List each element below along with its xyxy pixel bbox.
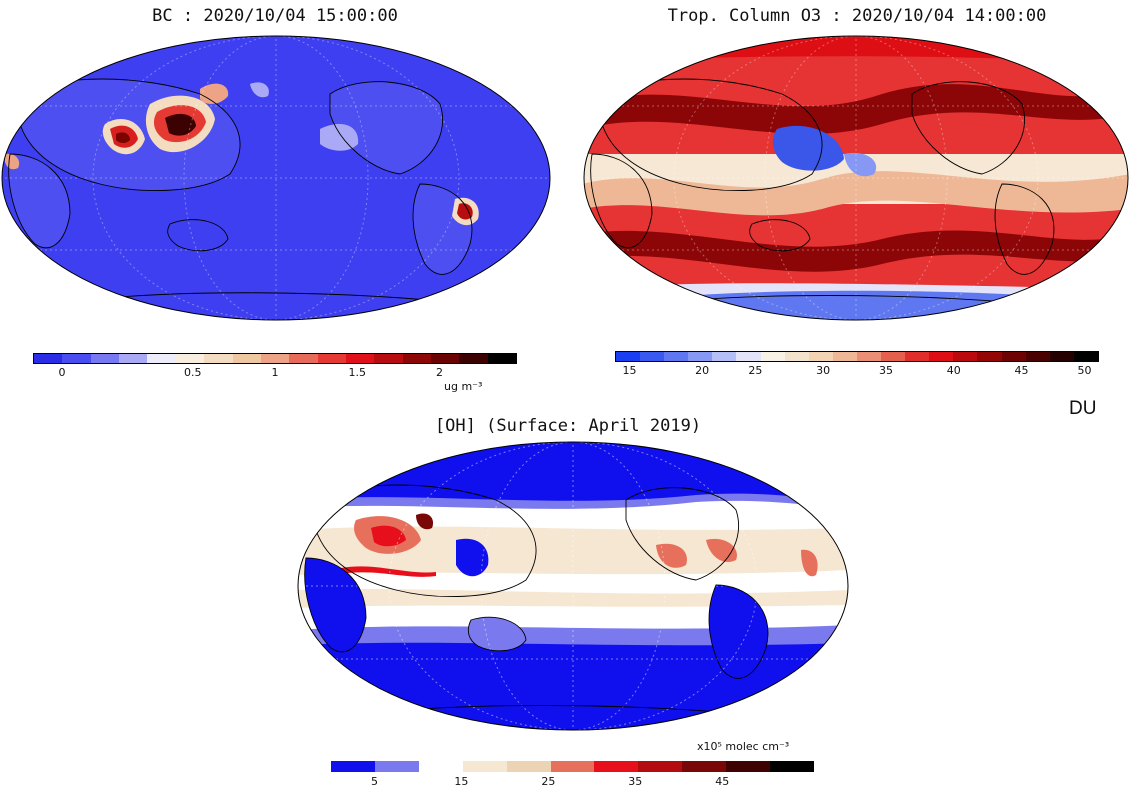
o3-colorbar-swatch xyxy=(905,352,930,361)
o3-colorbar-tick-label: 50 xyxy=(1077,364,1092,377)
o3-colorbar-tick-label: 40 xyxy=(946,364,961,377)
bc-colorbar-swatch xyxy=(345,354,375,363)
o3-colorbar-unit: DU xyxy=(1069,398,1097,419)
bc-colorbar-swatch xyxy=(431,354,460,363)
o3-colorbar-tick-labels: 15 20 25 30 35 40 45 50 xyxy=(615,364,1099,378)
o3-colorbar-tick-label: 35 xyxy=(879,364,894,377)
oh-colorbar-tick-labels: 5 15 25 35 45 xyxy=(331,775,814,789)
bc-colorbar-swatch xyxy=(487,354,517,363)
bc-colorbar-swatch xyxy=(34,354,63,363)
bc-colorbar-swatch xyxy=(90,354,120,363)
bc-colorbar-tick-label: 0 xyxy=(58,366,66,379)
oh-colorbar-tick-label: 25 xyxy=(541,775,556,788)
o3-map xyxy=(583,35,1129,321)
bc-map xyxy=(1,35,551,321)
bc-colorbar-swatch xyxy=(289,354,318,363)
bc-colorbar-tick-label: 1 xyxy=(271,366,279,379)
oh-colorbar-swatch xyxy=(682,761,727,772)
bc-map-title: BC : 2020/10/04 15:00:00 xyxy=(152,6,398,26)
o3-colorbar-swatch xyxy=(881,352,906,361)
o3-colorbar-tick-label: 20 xyxy=(695,364,710,377)
o3-colorbar-swatch xyxy=(736,352,761,361)
oh-colorbar-swatch xyxy=(331,761,375,772)
o3-colorbar-swatch xyxy=(664,352,689,361)
bc-colorbar-tick-label: 2 xyxy=(436,366,444,379)
o3-colorbar-swatch xyxy=(929,352,954,361)
o3-colorbar-swatch xyxy=(760,352,785,361)
o3-colorbar-swatch xyxy=(688,352,713,361)
bc-colorbar-unit: ug m⁻³ xyxy=(444,380,483,393)
oh-colorbar-tick-label: 45 xyxy=(715,775,730,788)
oh-colorbar-unit: x10⁵ molec cm⁻³ xyxy=(697,740,790,753)
o3-colorbar-swatch xyxy=(712,352,737,361)
oh-colorbar-tick-label: 5 xyxy=(370,775,378,788)
o3-colorbar-swatch xyxy=(1025,352,1050,361)
oh-colorbar-tick-label: 35 xyxy=(628,775,643,788)
bc-colorbar xyxy=(33,353,517,364)
bc-colorbar-swatch xyxy=(374,354,403,363)
o3-colorbar-tick-label: 30 xyxy=(816,364,831,377)
bc-colorbar-swatch xyxy=(204,354,233,363)
bc-colorbar-swatch xyxy=(317,354,346,363)
bc-colorbar-swatch xyxy=(459,354,488,363)
o3-colorbar xyxy=(615,351,1099,362)
bc-colorbar-swatch xyxy=(147,354,176,363)
bc-colorbar-swatch xyxy=(402,354,432,363)
o3-colorbar-swatch xyxy=(977,352,1002,361)
bc-colorbar-tick-label: 0.5 xyxy=(183,366,202,379)
o3-colorbar-swatch xyxy=(953,352,978,361)
oh-colorbar-swatch xyxy=(462,761,507,772)
oh-colorbar-tick-label: 15 xyxy=(454,775,469,788)
o3-colorbar-swatch xyxy=(856,352,882,361)
bc-colorbar-swatch xyxy=(62,354,91,363)
o3-colorbar-swatch xyxy=(616,352,641,361)
oh-map xyxy=(297,441,849,731)
oh-colorbar-swatch xyxy=(770,761,814,772)
bc-colorbar-swatch xyxy=(175,354,205,363)
bc-colorbar-swatch xyxy=(119,354,148,363)
o3-map-title: Trop. Column O3 : 2020/10/04 14:00:00 xyxy=(667,6,1047,26)
bc-colorbar-swatch xyxy=(232,354,261,363)
o3-colorbar-swatch xyxy=(784,352,809,361)
oh-colorbar-swatch xyxy=(726,761,771,772)
oh-colorbar-swatch xyxy=(550,761,595,772)
oh-colorbar-swatch xyxy=(506,761,551,772)
oh-colorbar-swatch xyxy=(638,761,683,772)
oh-colorbar-swatch xyxy=(374,761,419,772)
o3-colorbar-tick-label: 25 xyxy=(748,364,763,377)
o3-colorbar-swatch xyxy=(1073,352,1098,361)
o3-colorbar-swatch xyxy=(640,352,665,361)
o3-colorbar-tick-label: 15 xyxy=(622,364,637,377)
bc-colorbar-tick-label: 1.5 xyxy=(348,366,367,379)
o3-colorbar-swatch xyxy=(808,352,833,361)
oh-colorbar-swatch xyxy=(418,761,463,772)
oh-colorbar-swatch xyxy=(594,761,639,772)
bc-colorbar-tick-labels: 0 0.5 1 1.5 2 xyxy=(33,366,517,380)
o3-colorbar-swatch xyxy=(1049,352,1074,361)
oh-map-title: [OH] (Surface: April 2019) xyxy=(434,416,702,436)
bc-colorbar-swatch xyxy=(260,354,290,363)
o3-colorbar-swatch xyxy=(1001,352,1026,361)
o3-colorbar-tick-label: 45 xyxy=(1014,364,1029,377)
oh-colorbar xyxy=(331,761,814,772)
o3-colorbar-swatch xyxy=(832,352,857,361)
